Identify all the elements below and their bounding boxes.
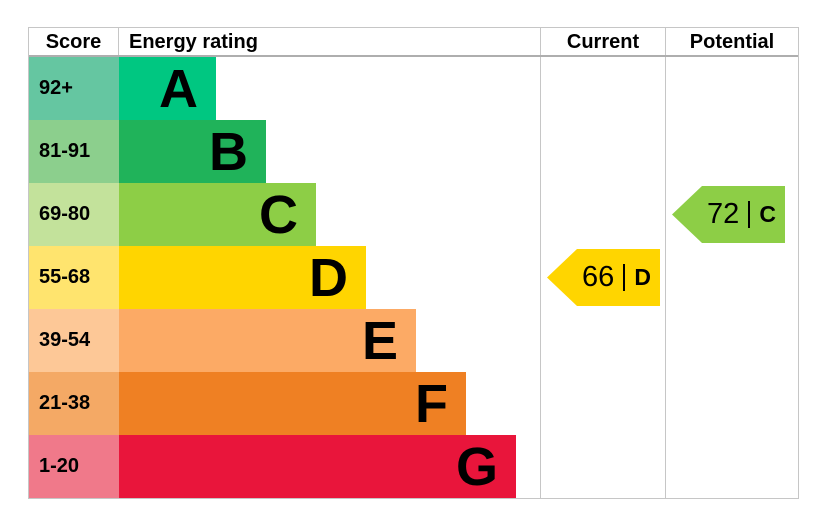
potential-cell — [666, 120, 798, 183]
energy-bar-track: G — [119, 435, 541, 498]
band-row-e: 39-54 E — [29, 309, 798, 372]
energy-bar-track: A — [119, 57, 541, 120]
current-cell — [541, 183, 666, 246]
current-cell — [541, 120, 666, 183]
band-row-b: 81-91 B — [29, 120, 798, 183]
current-cell — [541, 309, 666, 372]
potential-rating-letter: C — [759, 201, 776, 227]
energy-bar-e: E — [119, 309, 416, 372]
band-letter-f: F — [415, 373, 448, 434]
potential-cell — [666, 372, 798, 435]
band-letter-a: A — [159, 58, 198, 119]
header-potential: Potential — [689, 30, 775, 53]
potential-cell — [666, 309, 798, 372]
potential-cell — [666, 57, 798, 120]
energy-bar-track: F — [119, 372, 541, 435]
potential-cell — [666, 246, 798, 309]
current-cell — [541, 57, 666, 120]
score-range-e: 39-54 — [29, 309, 119, 372]
energy-bar-f: F — [119, 372, 466, 435]
energy-bar-track: C — [119, 183, 541, 246]
band-letter-c: C — [259, 184, 298, 245]
energy-bar-g: G — [119, 435, 516, 498]
score-range-d: 55-68 — [29, 246, 119, 309]
current-cell — [541, 372, 666, 435]
score-range-f: 21-38 — [29, 372, 119, 435]
score-range-c: 69-80 — [29, 183, 119, 246]
potential-score-value: 72 — [707, 198, 740, 230]
band-row-g: 1-20 G — [29, 435, 798, 498]
header-current: Current — [541, 28, 666, 55]
energy-bar-track: B — [119, 120, 541, 183]
epc-table: Score Energy rating Current Potential 92… — [28, 27, 799, 499]
band-letter-e: E — [361, 310, 398, 371]
score-range-g: 1-20 — [29, 435, 119, 498]
energy-bar-a: A — [119, 57, 216, 120]
score-range-a: 92+ — [29, 57, 119, 120]
score-range-b: 81-91 — [29, 120, 119, 183]
band-row-c: 69-80 C — [29, 183, 798, 246]
current-cell — [541, 246, 666, 309]
energy-bar-d: D — [119, 246, 366, 309]
energy-bar-c: C — [119, 183, 316, 246]
current-rating-letter: D — [634, 264, 651, 290]
header-row: Score Energy rating Current Potential — [29, 28, 798, 57]
band-letter-b: B — [209, 121, 248, 182]
header-energy-rating: Energy rating — [119, 28, 541, 55]
header-score: Score — [29, 28, 119, 55]
band-letter-g: G — [455, 436, 498, 497]
band-row-d: 55-68 D — [29, 246, 798, 309]
band-row-f: 21-38 F — [29, 372, 798, 435]
current-score-value: 66 — [582, 261, 615, 293]
energy-bar-track: E — [119, 309, 541, 372]
current-cell — [541, 435, 666, 498]
band-row-a: 92+ A — [29, 57, 798, 120]
potential-cell — [666, 435, 798, 498]
energy-bar-track: D — [119, 246, 541, 309]
separator-bar — [748, 201, 751, 228]
energy-bar-b: B — [119, 120, 266, 183]
band-letter-d: D — [309, 247, 348, 308]
separator-bar — [623, 264, 626, 291]
